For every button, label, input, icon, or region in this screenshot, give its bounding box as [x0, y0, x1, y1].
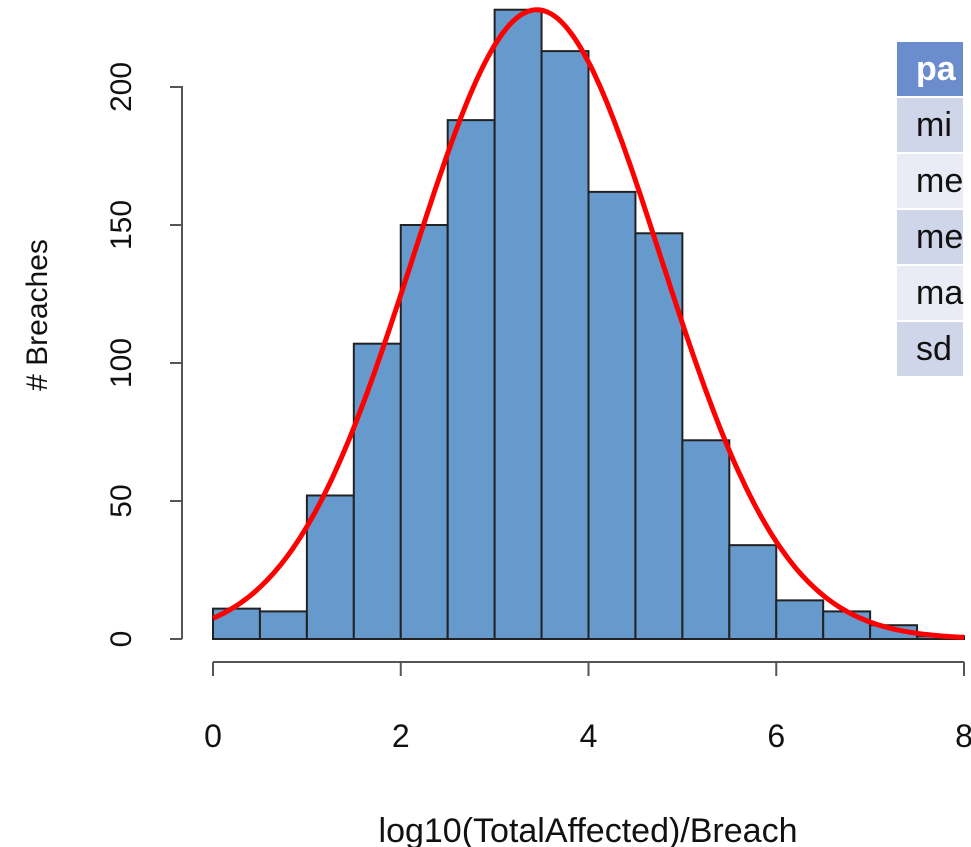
y-tick-label: 100	[105, 338, 138, 388]
histogram-bar	[587, 190, 637, 640]
x-tick-label: 4	[580, 718, 598, 754]
y-tick-label: 150	[105, 200, 138, 250]
y-tick-labels: 0 50 100 150 200	[105, 62, 138, 647]
y-tick-label: 0	[105, 631, 138, 648]
stats-label-max: ma	[897, 265, 964, 322]
stats-table-header-row: pa	[897, 42, 964, 98]
stats-table-row: me	[897, 153, 964, 210]
stats-table: pa mi me me ma sd	[897, 42, 964, 378]
histogram-bar	[258, 610, 308, 641]
x-tick-label: 0	[204, 718, 222, 754]
stats-label-mean: me	[897, 153, 964, 210]
stats-label-median: me	[897, 209, 964, 266]
histogram-bars	[212, 8, 965, 641]
histogram-bar	[540, 50, 590, 641]
x-tick-label: 6	[767, 718, 785, 754]
stats-table-header: pa	[897, 42, 964, 98]
x-axis-label: log10(TotalAffected)/Breach	[379, 812, 798, 847]
histogram-bar	[822, 610, 872, 641]
y-axis-label: # Breaches	[21, 239, 54, 391]
stats-label-sd: sd	[897, 321, 964, 378]
stats-table-row: mi	[897, 97, 964, 154]
stats-table-row: me	[897, 209, 964, 266]
stats-table-row: ma	[897, 265, 964, 322]
y-tick-label: 50	[105, 484, 138, 517]
histogram-bar	[681, 439, 731, 640]
stats-table-row: sd	[897, 321, 964, 378]
histogram-bar	[775, 599, 825, 640]
x-axis	[212, 661, 965, 676]
x-tick-label: 8	[955, 718, 971, 754]
x-tick-label: 2	[392, 718, 410, 754]
histogram-bar	[305, 494, 355, 641]
histogram-bar	[352, 342, 402, 640]
histogram-bar	[493, 8, 543, 641]
x-tick-labels: 0 2 4 6 8	[204, 718, 971, 754]
normal-fit-curve	[211, 7, 965, 640]
histogram-bar	[446, 119, 496, 641]
y-axis	[170, 86, 183, 640]
histogram-bar	[399, 224, 449, 640]
stats-label-min: mi	[897, 97, 964, 154]
histogram-bar	[728, 544, 778, 640]
y-tick-label: 200	[105, 62, 138, 112]
